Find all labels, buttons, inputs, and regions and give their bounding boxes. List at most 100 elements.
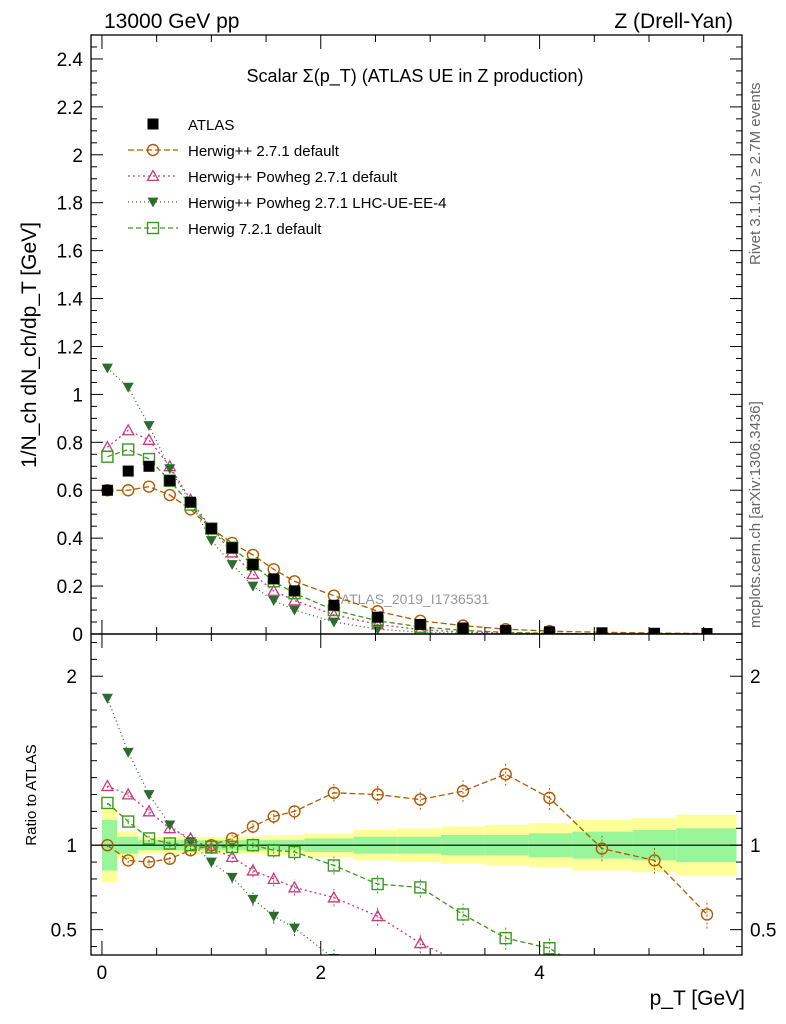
ratio-3-point <box>225 840 239 854</box>
atlas-data-point <box>289 585 301 597</box>
legend-label: ATLAS <box>188 117 234 134</box>
atlas-data-point <box>185 496 197 508</box>
y-tick-label: 1.2 <box>57 337 83 358</box>
atlas-data-point <box>122 465 134 477</box>
legend-marker <box>147 197 159 208</box>
y-tick-label: 0.4 <box>57 529 84 550</box>
ratio-y-tick-label: 1 <box>66 836 77 857</box>
ratio-2-point <box>289 923 301 934</box>
x-tick-label: 0 <box>97 963 108 984</box>
series-1-point <box>142 433 156 445</box>
atlas-data-point <box>268 573 280 585</box>
series-2-point <box>226 560 238 571</box>
header-right: Z (Drell-Yan) <box>614 10 733 33</box>
y-tick-label: 1.4 <box>57 290 84 311</box>
series-0-point <box>142 480 156 493</box>
y-tick-label: 1 <box>72 385 83 406</box>
series-2-point <box>143 421 155 432</box>
series-1-point <box>267 584 281 596</box>
ratio-1-point <box>413 936 427 949</box>
ratio-1-point <box>327 890 341 903</box>
ratio-2-point <box>101 693 113 704</box>
ratio-0-point <box>543 791 556 805</box>
y-tick-label: 2 <box>72 146 83 167</box>
ratio-2-point <box>205 857 217 868</box>
series-0-point <box>121 484 135 497</box>
ratio-0-point <box>414 793 427 806</box>
ratio-2-point <box>122 747 134 758</box>
ratio-3-point <box>142 832 156 845</box>
ratio-0-point <box>163 852 176 865</box>
ratio-1-point <box>163 821 177 834</box>
ratio-y-tick-label-right: 0.5 <box>750 921 776 942</box>
series-1-point <box>121 423 135 436</box>
x-tick-label: 4 <box>534 963 545 984</box>
atlas-data-point <box>143 460 155 472</box>
series-2-point <box>289 605 301 616</box>
ratio-1-point <box>267 872 281 885</box>
series-2-point <box>372 624 384 634</box>
ratio-0-point <box>499 768 512 781</box>
atlas-data-point <box>648 627 660 634</box>
legend-label: Herwig++ 2.7.1 default <box>188 143 340 160</box>
ratio-3-point <box>267 844 280 857</box>
ratio-3-point <box>246 838 260 852</box>
legend-marker <box>146 169 160 182</box>
legend-label: Herwig 7.2.1 default <box>188 221 322 238</box>
x-tick-label: 2 <box>315 963 326 984</box>
chart-title: Scalar Σ(p_T) (ATLAS UE in Z production) <box>247 66 584 87</box>
x-axis-label: p_T [GeV] <box>650 987 745 1010</box>
ratio-panel-frame <box>90 633 743 956</box>
series-2-point <box>268 596 280 606</box>
ratio-3-point <box>101 796 114 810</box>
ratio-2-point <box>164 820 176 831</box>
ratio-3-point <box>456 908 470 921</box>
series-3-point <box>101 450 114 463</box>
ratio-1-point <box>246 863 260 876</box>
series-layer <box>100 363 713 634</box>
series-line-0 <box>107 485 707 634</box>
ratio-0-point <box>246 820 260 833</box>
axes-layer: 0 0.2 0.4 0.6 0.8 1 1.2 1.4 1.6 1.8 2 2.2 2.4 0.5 0.5 1… <box>51 34 776 984</box>
legend: ATLAS Herwig++ 2.7.1 default Herwig++ Powh… <box>128 117 446 238</box>
ratio-0-point <box>700 908 714 921</box>
y-tick-label: 2.4 <box>57 50 84 71</box>
ratio-0-point <box>595 842 609 855</box>
ratio-3-point <box>327 859 341 872</box>
analysis-watermark: ATLAS_2019_I1736531 <box>341 591 490 607</box>
series-2-point <box>247 581 259 592</box>
ratio-3-point <box>184 838 197 852</box>
ratio-2-point <box>143 790 155 800</box>
atlas-data-point <box>328 599 340 611</box>
ratio-3-point <box>205 840 218 854</box>
ratio-y-tick-label-right: 1 <box>750 836 761 857</box>
y-axis-label: 1/N_ch dN_ch/dp_T [GeV] <box>18 222 41 468</box>
ratio-3-point <box>121 815 135 828</box>
atlas-data-point <box>372 611 384 623</box>
series-2-point <box>164 464 176 475</box>
rivet-version-label: Rivet 3.1.10, ≥ 2.7M events <box>747 83 764 266</box>
ratio-y-axis-label: Ratio to ATLAS <box>23 744 40 845</box>
y-tick-label: 1.8 <box>57 194 83 215</box>
legend-marker <box>147 118 159 130</box>
ratio-0-point <box>648 854 661 867</box>
ratio-1-point <box>287 880 302 893</box>
ratio-0-point <box>288 805 301 818</box>
header-left: 13000 GeV pp <box>104 10 239 33</box>
ratio-0-point <box>142 855 156 869</box>
series-2-point <box>101 363 113 374</box>
ratio-line-1 <box>107 785 447 955</box>
series-2-point <box>122 382 134 393</box>
atlas-data-point <box>226 542 238 554</box>
ratio-0-point <box>267 810 280 823</box>
atlas-data-point <box>543 626 555 634</box>
legend-label: Herwig++ Powheg 2.7.1 default <box>188 169 398 186</box>
atlas-data-point <box>247 559 259 571</box>
legend-marker <box>146 221 160 235</box>
ratio-3-point <box>499 931 512 945</box>
ratio-2-point <box>226 872 238 883</box>
ratio-2-point <box>268 911 280 922</box>
ratio-1-point <box>371 909 385 922</box>
ratio-3-point <box>414 881 427 894</box>
